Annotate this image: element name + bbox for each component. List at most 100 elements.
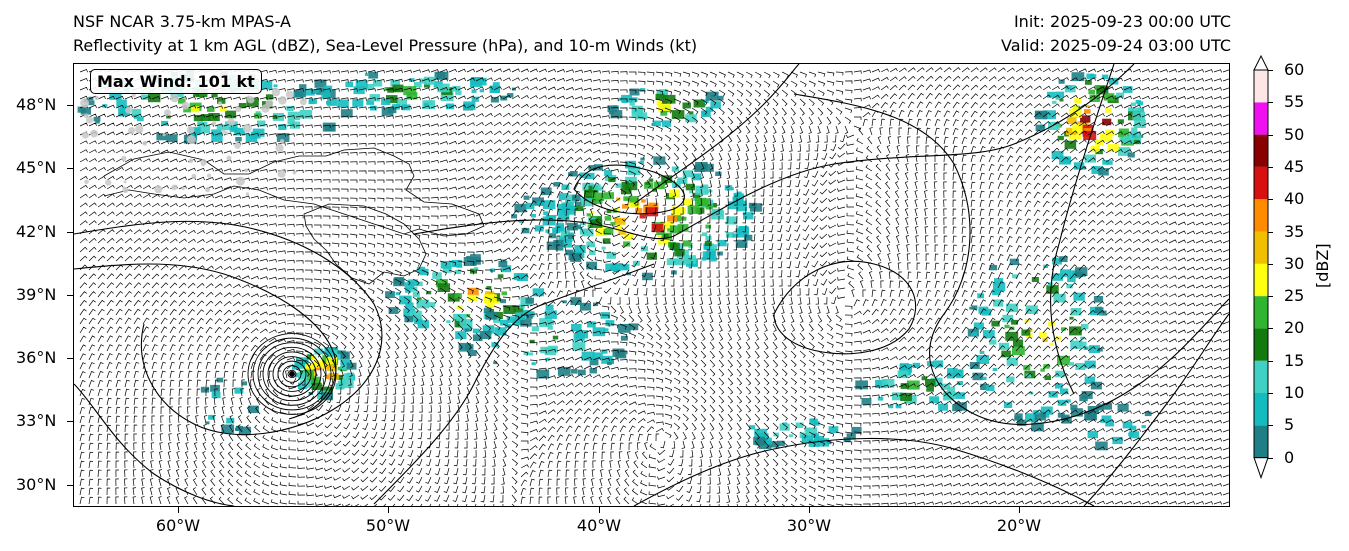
reflectivity-cell <box>671 206 684 215</box>
reflectivity-cell <box>652 120 661 127</box>
colorbar-tick <box>1268 102 1273 104</box>
reflectivity-cell <box>166 134 178 143</box>
reflectivity-cell <box>805 427 818 436</box>
reflectivity-cell <box>644 182 654 189</box>
hurricane-isobar <box>287 369 297 379</box>
reflectivity-cell <box>652 188 657 192</box>
reflectivity-cell <box>828 426 839 433</box>
reflectivity-cell <box>1059 256 1068 263</box>
reflectivity-cell <box>413 81 422 88</box>
reflectivity-cell <box>971 331 978 337</box>
land-shade-mark <box>218 101 222 105</box>
reflectivity-cell <box>387 87 394 93</box>
colorbar-segment <box>1254 134 1268 167</box>
reflectivity-cell <box>183 106 192 113</box>
land-shade-mark <box>181 101 190 110</box>
reflectivity-cell <box>499 319 509 326</box>
reflectivity-cell <box>545 215 553 220</box>
reflectivity-cell <box>553 239 564 248</box>
reflectivity-cell <box>468 350 477 356</box>
reflectivity-cell <box>443 266 452 273</box>
reflectivity-cell <box>566 222 578 231</box>
reflectivity-cell <box>225 110 237 119</box>
reflectivity-cell <box>540 187 552 196</box>
reflectivity-cell <box>492 82 500 87</box>
reflectivity-cell <box>471 96 479 102</box>
reflectivity-cell <box>1072 124 1083 132</box>
land-shade-mark <box>244 168 249 173</box>
land-shade-mark <box>277 169 286 178</box>
reflectivity-cell <box>336 374 344 380</box>
colorbar-tick <box>1268 231 1273 233</box>
land-shade-mark <box>205 187 211 193</box>
lat-label-30n: 30°N <box>16 475 57 494</box>
land-shade-mark <box>200 161 206 167</box>
reflectivity-cell <box>1021 329 1031 336</box>
reflectivity-cell <box>479 330 492 340</box>
reflectivity-cell <box>972 372 984 381</box>
reflectivity-cell <box>1116 92 1124 99</box>
reflectivity-cell <box>216 377 224 383</box>
reflectivity-cell <box>565 249 574 256</box>
reflectivity-cell <box>255 111 261 115</box>
reflectivity-cell <box>1064 140 1077 149</box>
lat-tick <box>67 358 73 359</box>
reflectivity-cell <box>929 396 940 404</box>
reflectivity-cell <box>520 318 532 327</box>
reflectivity-cell <box>992 289 1001 296</box>
reflectivity-cell <box>1072 104 1079 109</box>
reflectivity-cell <box>197 121 203 126</box>
reflectivity-cell <box>993 299 1004 307</box>
land-shade-mark <box>154 185 163 194</box>
land-shade-mark <box>80 98 90 108</box>
reflectivity-cell <box>1052 100 1057 104</box>
colorbar-tick <box>1268 457 1273 459</box>
reflectivity-cell <box>559 238 572 248</box>
reflectivity-cell <box>552 335 559 340</box>
reflectivity-cell <box>522 309 529 314</box>
reflectivity-cell <box>523 351 529 356</box>
reflectivity-cell <box>236 425 241 430</box>
land-shade-mark <box>226 155 232 161</box>
reflectivity-cell <box>200 114 211 121</box>
reflectivity-cell <box>635 208 643 214</box>
init-time: Init: 2025-09-23 00:00 UTC <box>1013 12 1231 31</box>
reflectivity-cell <box>617 323 631 333</box>
reflectivity-cell <box>1055 96 1062 100</box>
reflectivity-cell <box>498 260 508 268</box>
reflectivity-cell <box>570 254 582 262</box>
reflectivity-cell <box>736 203 748 212</box>
reflectivity-cell <box>568 172 574 176</box>
reflectivity-cell <box>313 89 319 93</box>
reflectivity-cell <box>979 350 985 354</box>
reflectivity-cell <box>624 160 636 169</box>
reflectivity-cell <box>286 105 294 112</box>
reflectivity-cell <box>211 133 223 142</box>
reflectivity-cell <box>405 302 414 309</box>
reflectivity-cell <box>683 198 693 205</box>
reflectivity-cell <box>1011 319 1018 325</box>
reflectivity-cell <box>1084 376 1096 384</box>
reflectivity-cell <box>458 342 471 352</box>
land-shade-mark <box>186 126 195 134</box>
reflectivity-cell <box>846 433 856 440</box>
reflectivity-cell <box>1117 119 1124 124</box>
reflectivity-cell <box>926 386 934 392</box>
reflectivity-cell <box>211 93 218 98</box>
reflectivity-cell <box>298 371 308 378</box>
colorbar-tick <box>1268 134 1273 136</box>
reflectivity-cell <box>1095 441 1108 451</box>
reflectivity-cell <box>306 354 314 360</box>
reflectivity-cell <box>569 171 578 177</box>
reflectivity-cell <box>568 232 574 237</box>
reflectivity-cell <box>685 114 697 123</box>
reflectivity-cell <box>658 102 671 111</box>
reflectivity-cell <box>1009 326 1015 331</box>
land-shade-mark <box>94 95 99 101</box>
reflectivity-cell <box>455 331 467 340</box>
reflectivity-cell <box>1003 402 1013 408</box>
reflectivity-cell <box>1059 156 1071 165</box>
land-shade-mark <box>131 93 136 98</box>
reflectivity-cell <box>463 101 476 110</box>
reflectivity-cell <box>1043 364 1050 369</box>
